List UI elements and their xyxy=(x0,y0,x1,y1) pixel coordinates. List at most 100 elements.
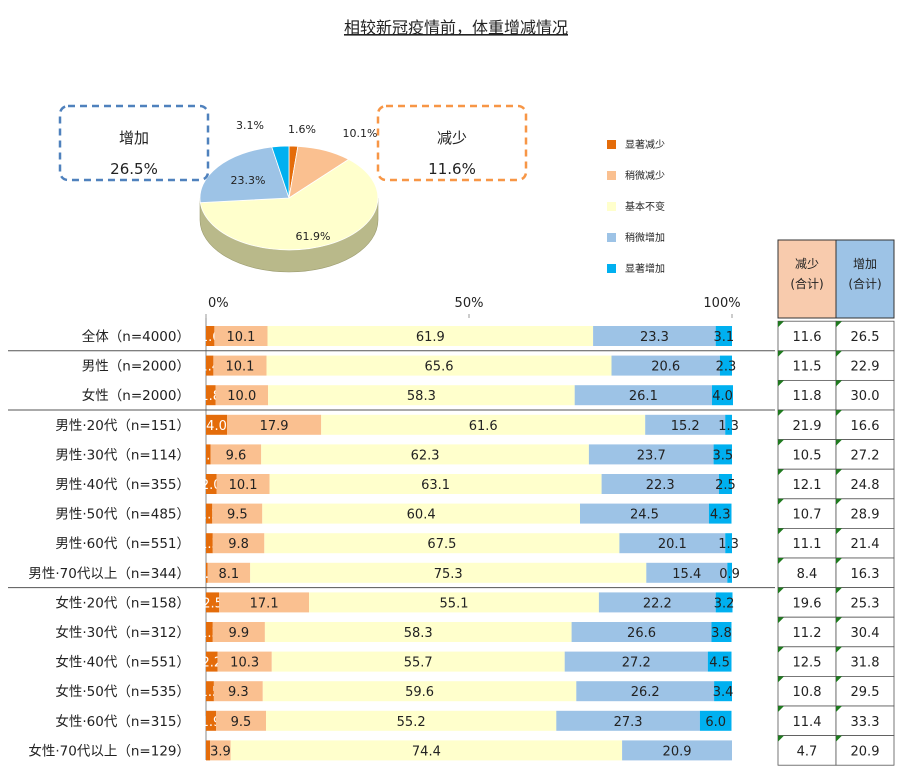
table-cell-value: 10.5 xyxy=(793,448,822,463)
bar-segment xyxy=(261,444,589,465)
legend-label: 显著减少 xyxy=(625,138,665,151)
bar-segment xyxy=(266,355,612,376)
bar-value-label: 3.5 xyxy=(712,448,733,463)
table-cell xyxy=(777,528,837,559)
table-cell xyxy=(777,616,837,648)
table-cell xyxy=(835,705,895,737)
bar-segment xyxy=(213,355,267,376)
table-cell-marker xyxy=(836,469,842,476)
table-cell-value: 25.3 xyxy=(851,596,880,611)
bar-segment xyxy=(715,326,732,346)
table-cell-marker xyxy=(836,676,842,683)
bar-segment xyxy=(715,592,733,613)
table-cell-marker xyxy=(836,380,842,387)
bar-value-label: 2.5 xyxy=(715,478,736,493)
bar-value-label: 26.1 xyxy=(629,389,658,404)
bar-segment xyxy=(574,385,712,406)
bar-value-label: 20.1 xyxy=(658,537,687,552)
bar-segment xyxy=(309,592,599,613)
table-cell-marker xyxy=(778,735,784,742)
table-cell-marker xyxy=(778,380,784,387)
table-cell-value: 30.4 xyxy=(851,626,880,641)
table-cell xyxy=(835,735,895,766)
bar-segment xyxy=(271,651,565,672)
bar-value-label: 22.2 xyxy=(643,596,672,611)
table-cell-value: 8.4 xyxy=(797,567,818,582)
bar-value-label: 55.7 xyxy=(404,656,433,671)
bar-value-label: 23.7 xyxy=(637,448,666,463)
axis-tick-label: 100% xyxy=(703,296,740,311)
bar-value-label: 0.9 xyxy=(719,567,740,582)
table-cell-value: 4.7 xyxy=(797,744,818,759)
bar-value-label: 4.0 xyxy=(206,419,227,434)
bar-segment xyxy=(207,562,251,583)
bar-segment xyxy=(250,562,647,583)
row-label: 男性·30代（n=114） xyxy=(55,447,190,463)
row-label: 女性·20代（n=158） xyxy=(55,594,190,611)
legend-label: 显著增加 xyxy=(625,262,665,275)
table-cell-marker xyxy=(778,706,784,712)
table-cell-marker xyxy=(836,321,842,328)
bar-segment xyxy=(588,444,714,465)
bar-segment xyxy=(622,740,732,761)
callout-box xyxy=(58,104,210,182)
bar-segment xyxy=(206,326,215,346)
table-cell-marker xyxy=(836,350,842,357)
table-cell-marker xyxy=(836,558,842,564)
bar-value-label: 4.0 xyxy=(712,389,733,404)
bar-value-label: 27.2 xyxy=(622,656,651,671)
pie-slice-label: 1.6% xyxy=(288,123,316,136)
table-cell xyxy=(777,468,837,500)
table-cell-value: 33.3 xyxy=(851,715,880,730)
bar-segment xyxy=(619,533,726,554)
table-cell-value: 12.5 xyxy=(793,656,822,671)
bar-value-label: 9.8 xyxy=(228,537,249,552)
table-cell-marker xyxy=(836,617,842,624)
bar-value-label: 9.3 xyxy=(228,685,249,700)
table-cell-marker xyxy=(778,528,784,535)
table-cell-value: 21.4 xyxy=(851,537,880,552)
bar-segment xyxy=(206,710,216,731)
table-cell-value: 26.5 xyxy=(851,330,880,345)
table-cell-marker xyxy=(836,587,842,594)
bar-value-label: 10.0 xyxy=(227,389,256,404)
legend-label: 基本不变 xyxy=(625,200,665,213)
table-cell xyxy=(777,735,837,766)
table-cell-marker xyxy=(836,735,842,742)
table-cell-value: 31.8 xyxy=(851,656,880,671)
table-cell-value: 24.8 xyxy=(851,478,880,493)
bar-value-label: 9.6 xyxy=(226,448,247,463)
axis-tick-label: 0% xyxy=(208,296,229,311)
pie-slice-label: 61.9% xyxy=(296,230,331,243)
table-header-title: 减少 xyxy=(795,257,819,271)
bar-segment xyxy=(266,710,557,731)
bar-segment xyxy=(712,385,733,406)
bar-value-label: 24.5 xyxy=(630,508,659,523)
bar-segment xyxy=(213,681,263,702)
pie-slice xyxy=(271,145,290,199)
table-cell xyxy=(835,557,895,589)
table-cell xyxy=(777,705,837,737)
bar-segment xyxy=(267,326,594,346)
bar-segment xyxy=(601,474,719,494)
table-cell-marker xyxy=(778,410,784,416)
bar-segment xyxy=(206,533,213,554)
table-cell-value: 11.6 xyxy=(793,330,822,345)
bar-value-label: 26.2 xyxy=(631,685,660,700)
bar-segment xyxy=(714,681,732,702)
row-label: 男性·70代以上（n=344） xyxy=(28,566,190,582)
table-cell-value: 30.0 xyxy=(851,389,880,404)
bar-value-label: 58.3 xyxy=(407,389,436,404)
table-cell-value: 16.6 xyxy=(851,419,880,434)
bar-segment xyxy=(212,622,265,642)
bar-segment xyxy=(725,533,732,554)
bar-segment xyxy=(206,681,214,702)
bar-segment xyxy=(593,326,716,346)
bar-segment xyxy=(719,355,732,376)
pie-slice-label: 3.1% xyxy=(236,119,264,132)
bar-value-label: 2.3 xyxy=(716,360,737,375)
bar-segment xyxy=(210,444,262,465)
bar-segment xyxy=(727,562,732,583)
table-cell xyxy=(835,409,895,441)
